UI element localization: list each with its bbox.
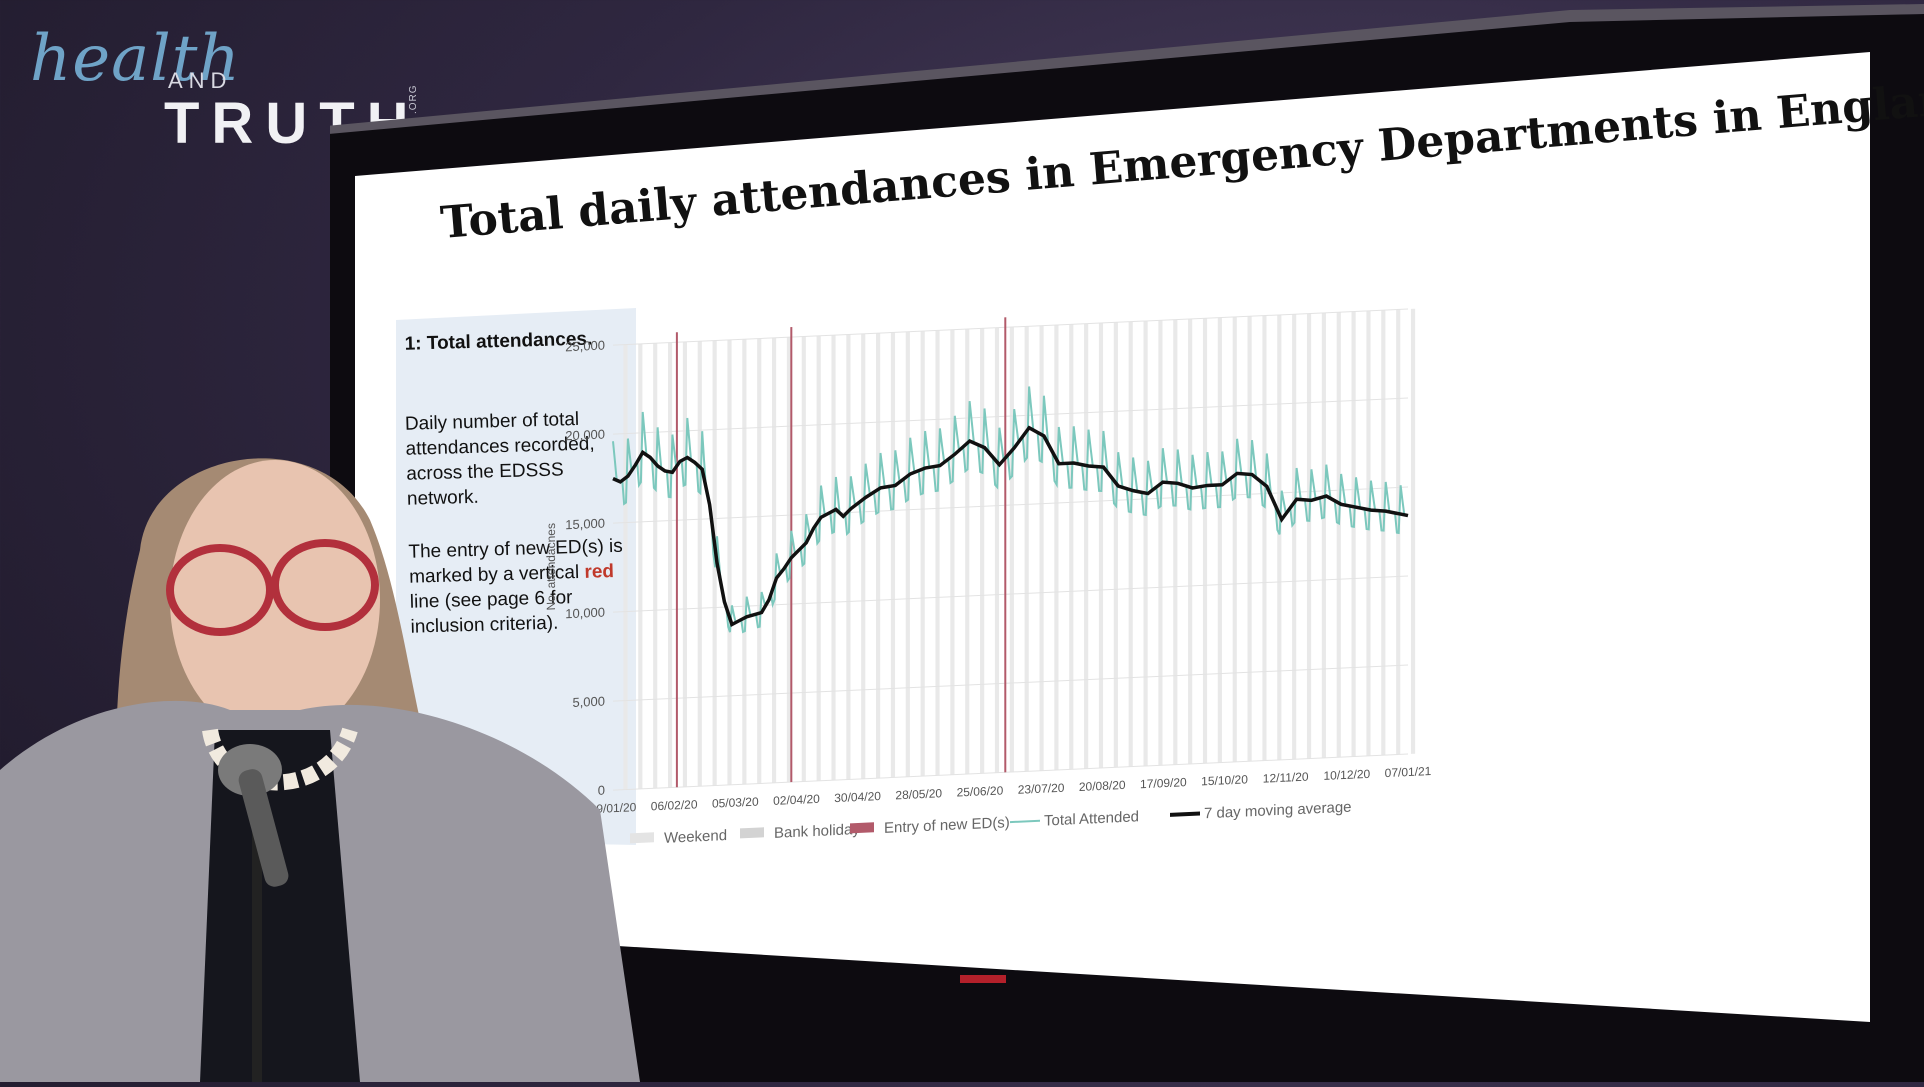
weekend-band bbox=[1188, 318, 1193, 765]
x-tick-label: 30/04/20 bbox=[834, 789, 881, 805]
y-tick-label: 15,000 bbox=[565, 516, 605, 533]
weekend-band bbox=[1232, 316, 1237, 763]
weekend-band bbox=[950, 329, 955, 775]
legend-label: Total Attended bbox=[1044, 808, 1139, 829]
panel-heading: 1: Total attendances. bbox=[404, 329, 592, 355]
weekend-band bbox=[1143, 320, 1148, 767]
weekend-band bbox=[1098, 322, 1104, 769]
weekend-band bbox=[1321, 312, 1326, 758]
weekend-band bbox=[1351, 311, 1356, 757]
legend-label: Weekend bbox=[664, 827, 727, 847]
monitor-top-edge bbox=[326, 4, 1924, 134]
weekend-band bbox=[1410, 308, 1416, 754]
weekend-band bbox=[1381, 310, 1386, 756]
weekend-band bbox=[1277, 314, 1282, 760]
brand-script: health bbox=[30, 22, 241, 96]
description-panel bbox=[396, 308, 636, 845]
weekend-band bbox=[861, 333, 866, 779]
grid-line bbox=[613, 397, 1408, 435]
weekend-band bbox=[1247, 316, 1252, 762]
attendance-chart: 0 5,000 10,000 15,000 20,000 25,000 No. attend… bbox=[544, 308, 1432, 847]
slide-surface bbox=[355, 52, 1870, 1022]
weekend-band bbox=[1069, 324, 1074, 770]
x-tick-label: 09/01/20 bbox=[590, 800, 637, 816]
weekend-band bbox=[1336, 312, 1341, 758]
weekend-band bbox=[697, 341, 702, 787]
y-tick-label: 5,000 bbox=[572, 694, 605, 710]
weekend-band bbox=[667, 342, 673, 788]
grid-line bbox=[613, 486, 1408, 524]
weekend-band bbox=[742, 339, 747, 785]
grid-line bbox=[613, 308, 1408, 346]
weekend-band bbox=[1039, 325, 1044, 771]
weekend-band bbox=[757, 338, 762, 784]
legend-swatch bbox=[740, 827, 764, 839]
weekend-band bbox=[682, 341, 688, 787]
weekend-band bbox=[1292, 314, 1297, 760]
display-screen: Total daily attendances in Emergency Dep… bbox=[326, 0, 1924, 1082]
speaker-figure bbox=[0, 458, 640, 1082]
weekend-band bbox=[920, 330, 925, 777]
legend-swatch bbox=[1170, 811, 1200, 817]
x-tick-label: 12/11/20 bbox=[1263, 770, 1309, 786]
power-led bbox=[960, 975, 1006, 983]
weekend-band bbox=[1262, 315, 1267, 761]
legend-swatch bbox=[630, 832, 654, 844]
speaker-glasses bbox=[166, 539, 379, 636]
weekend-band bbox=[1158, 320, 1163, 766]
weekend-band bbox=[1173, 319, 1178, 765]
weekend-band bbox=[772, 337, 777, 783]
weekend-band bbox=[653, 343, 658, 789]
weekend-band bbox=[1084, 323, 1089, 769]
x-tick-label: 23/07/20 bbox=[1018, 781, 1065, 797]
weekend-band bbox=[846, 334, 851, 780]
weekend-band bbox=[965, 328, 970, 775]
weekend-band bbox=[816, 335, 821, 781]
y-axis-label: No. attendacnes bbox=[544, 523, 558, 611]
weekend-band bbox=[1366, 310, 1371, 756]
y-tick-label: 25,000 bbox=[565, 338, 605, 355]
weekend-band bbox=[980, 328, 985, 774]
weekend-band bbox=[727, 339, 732, 785]
x-tick-label: 07/01/21 bbox=[1385, 764, 1432, 780]
weekend-band bbox=[1217, 317, 1222, 763]
weekend-band bbox=[890, 332, 896, 778]
weekend-band bbox=[935, 330, 940, 776]
weekend-band bbox=[994, 327, 1000, 773]
x-tick-label: 20/08/20 bbox=[1079, 778, 1126, 794]
x-tick-label: 28/05/20 bbox=[895, 786, 942, 802]
slide-svg: Total daily attendances in Emergency Dep… bbox=[326, 4, 1924, 1082]
x-tick-label: 06/02/20 bbox=[651, 797, 698, 813]
weekend-band bbox=[876, 333, 881, 779]
legend-swatch bbox=[850, 822, 874, 834]
x-tick-label: 05/03/20 bbox=[712, 795, 759, 811]
weekend-band bbox=[1128, 321, 1133, 767]
legend-swatch bbox=[1010, 819, 1040, 824]
y-tick-label: 20,000 bbox=[565, 427, 605, 444]
grid-line bbox=[613, 664, 1408, 702]
speaker-top bbox=[200, 730, 360, 1082]
series-moving-average bbox=[612, 425, 1409, 628]
weekend-band bbox=[831, 335, 836, 781]
weekend-band bbox=[1306, 313, 1312, 759]
x-tick-label: 02/04/20 bbox=[773, 792, 820, 808]
legend-label: Bank holiday bbox=[774, 821, 860, 842]
legend-label: 7 day moving average bbox=[1204, 799, 1352, 823]
y-tick-label: 10,000 bbox=[565, 605, 605, 622]
weekend-band bbox=[1054, 324, 1059, 771]
x-tick-label: 25/06/20 bbox=[957, 783, 1004, 799]
weekend-band bbox=[1113, 322, 1118, 768]
x-tick-label: 15/10/20 bbox=[1201, 772, 1248, 788]
legend-label: Entry of new ED(s) bbox=[884, 814, 1010, 837]
weekend-band bbox=[1009, 326, 1014, 773]
microphone-icon bbox=[218, 744, 289, 1082]
grid-line bbox=[613, 753, 1408, 791]
weekend-band bbox=[1202, 318, 1208, 764]
y-tick-label: 0 bbox=[598, 783, 605, 798]
x-tick-label: 17/09/20 bbox=[1140, 775, 1187, 791]
weekend-band bbox=[905, 331, 910, 777]
brand-and: AND bbox=[168, 68, 233, 93]
x-tick-label: 10/12/20 bbox=[1323, 767, 1370, 783]
